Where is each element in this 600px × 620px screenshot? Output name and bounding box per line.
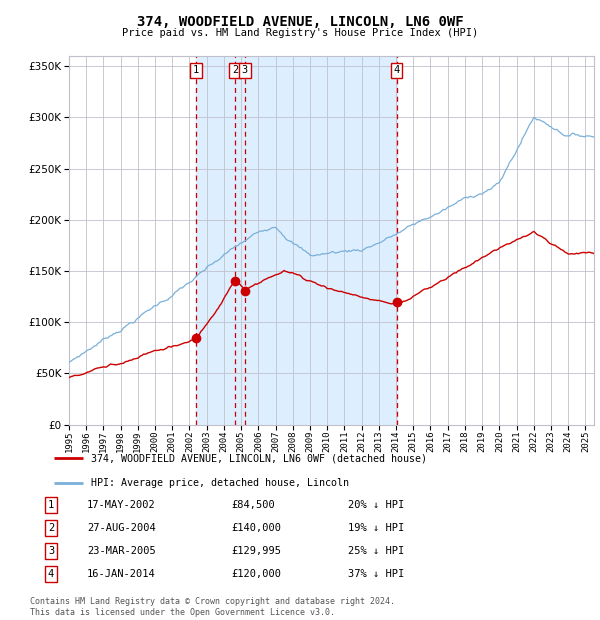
Text: 27-AUG-2004: 27-AUG-2004 bbox=[87, 523, 156, 533]
Text: 37% ↓ HPI: 37% ↓ HPI bbox=[348, 569, 404, 579]
Text: 19% ↓ HPI: 19% ↓ HPI bbox=[348, 523, 404, 533]
Text: 2: 2 bbox=[48, 523, 54, 533]
Text: 4: 4 bbox=[48, 569, 54, 579]
Text: £84,500: £84,500 bbox=[231, 500, 275, 510]
Text: 25% ↓ HPI: 25% ↓ HPI bbox=[348, 546, 404, 556]
Text: 1: 1 bbox=[48, 500, 54, 510]
Text: 2: 2 bbox=[232, 65, 238, 75]
Text: 20% ↓ HPI: 20% ↓ HPI bbox=[348, 500, 404, 510]
Text: £129,995: £129,995 bbox=[231, 546, 281, 556]
Text: 374, WOODFIELD AVENUE, LINCOLN, LN6 0WF: 374, WOODFIELD AVENUE, LINCOLN, LN6 0WF bbox=[137, 16, 463, 30]
Text: Price paid vs. HM Land Registry's House Price Index (HPI): Price paid vs. HM Land Registry's House … bbox=[122, 28, 478, 38]
Text: 17-MAY-2002: 17-MAY-2002 bbox=[87, 500, 156, 510]
Text: 3: 3 bbox=[242, 65, 248, 75]
Text: 4: 4 bbox=[394, 65, 400, 75]
Text: 23-MAR-2005: 23-MAR-2005 bbox=[87, 546, 156, 556]
Text: £140,000: £140,000 bbox=[231, 523, 281, 533]
Text: £120,000: £120,000 bbox=[231, 569, 281, 579]
Text: HPI: Average price, detached house, Lincoln: HPI: Average price, detached house, Linc… bbox=[91, 478, 349, 488]
Text: Contains HM Land Registry data © Crown copyright and database right 2024.
This d: Contains HM Land Registry data © Crown c… bbox=[30, 598, 395, 617]
Text: 3: 3 bbox=[48, 546, 54, 556]
Text: 374, WOODFIELD AVENUE, LINCOLN, LN6 0WF (detached house): 374, WOODFIELD AVENUE, LINCOLN, LN6 0WF … bbox=[91, 453, 427, 463]
Text: 1: 1 bbox=[193, 65, 199, 75]
Bar bbox=[196, 56, 397, 425]
Text: 16-JAN-2014: 16-JAN-2014 bbox=[87, 569, 156, 579]
